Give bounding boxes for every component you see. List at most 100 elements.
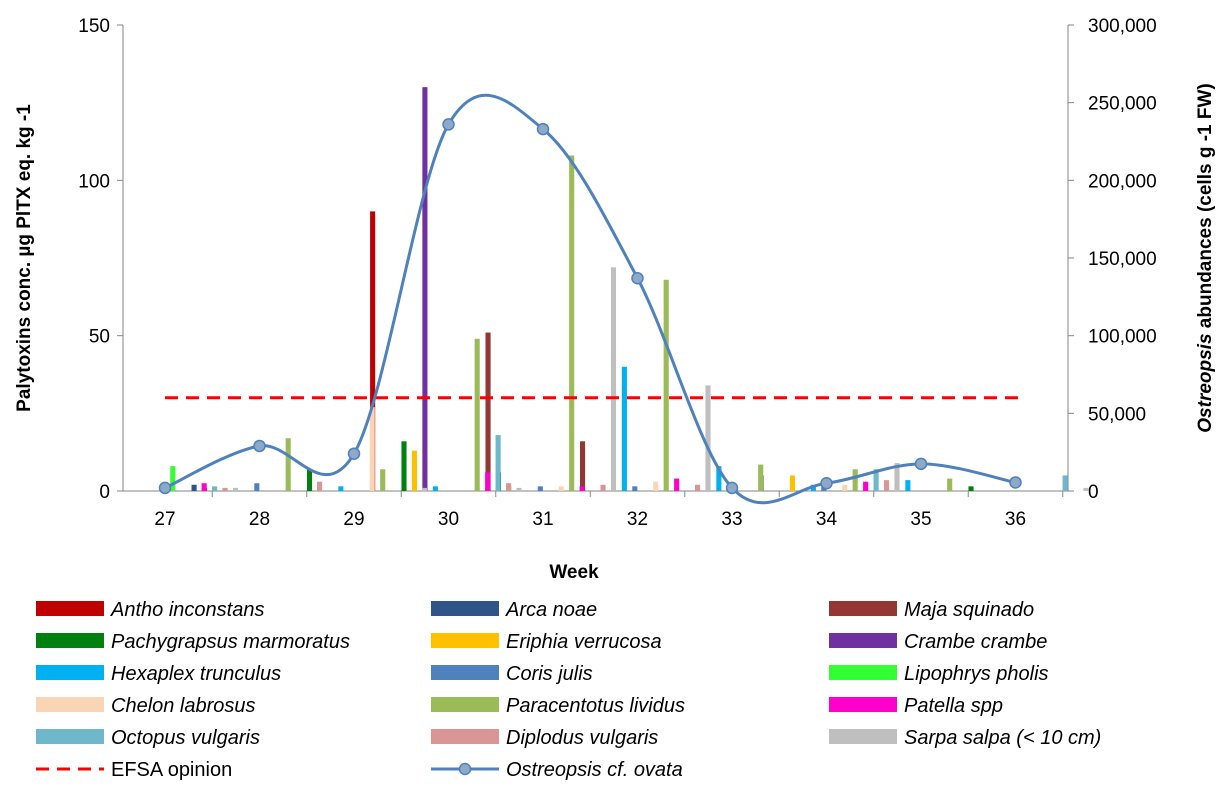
bar-10-1 [285, 438, 291, 491]
bar-12-7 [873, 469, 879, 491]
bar-11-7 [863, 481, 869, 491]
bar-7-5 [632, 486, 638, 491]
bar-13-5 [695, 484, 701, 491]
bar-9-5 [653, 481, 659, 491]
bar-10-2 [380, 469, 386, 491]
bars-group [170, 87, 1089, 492]
legend-label-3: Pachygrapsus marmoratus [111, 631, 350, 653]
legend-swatch-3 [36, 633, 104, 648]
bar-11-3 [485, 472, 491, 491]
bar-3-9 [968, 486, 974, 491]
legend-label-16: Ostreopsis cf. ovata [506, 759, 683, 781]
y-left-tick-label: 100 [78, 171, 110, 192]
bar-3-2 [306, 469, 313, 491]
x-tick-label: 32 [627, 509, 648, 530]
bar-5-3 [422, 87, 428, 491]
legend-label-10: Paracentotus lividus [506, 695, 685, 717]
ostreopsis-point-8 [914, 457, 928, 471]
bar-13-0 [222, 487, 228, 491]
bar-9-7 [842, 484, 848, 491]
legend-swatch-7 [431, 665, 499, 680]
legend-swatch-0 [36, 601, 104, 616]
ostreopsis-point-3 [442, 118, 455, 131]
legend-swatch-8 [829, 665, 897, 680]
bar-14-7 [894, 463, 900, 491]
bar-10-8 [947, 478, 953, 491]
bar-4-7 [789, 475, 796, 491]
bar-10-4 [569, 155, 575, 492]
x-tick-label: 36 [1005, 509, 1026, 530]
legend-group: Antho inconstans Arca noae Maja squinado Pa… [36, 599, 1101, 781]
legend-label-15: EFSA opinion [111, 759, 232, 781]
bar-3-3 [401, 441, 407, 491]
legend-label-4: Eriphia verrucosa [506, 631, 662, 653]
bar-14-5 [705, 385, 711, 491]
x-tick-label: 31 [532, 509, 553, 530]
ostreopsis-point-5 [631, 271, 644, 285]
bar-1-1 [191, 484, 197, 491]
y-right-axis-title-genus: Ostreopsis [1195, 333, 1216, 432]
x-tick-label: 34 [816, 509, 838, 530]
ostreopsis-curve [164, 93, 1016, 505]
axes-group: 0 50 100 150 0 50,000 100,000 150,000 200,000 250… [14, 16, 1216, 583]
legend-label-1: Arca noae [505, 599, 597, 621]
legend-swatch-9 [36, 697, 104, 712]
x-tick-label: 29 [343, 509, 364, 530]
bar-2-5 [579, 441, 586, 491]
ostreopsis-point-1 [253, 439, 266, 453]
bar-6-2 [338, 486, 344, 491]
x-tick-label: 30 [438, 509, 459, 530]
bar-14-2 [421, 487, 428, 491]
ostreopsis-point-0 [158, 481, 172, 495]
bar-10-3 [474, 338, 480, 491]
y-right-tick-label: 0 [1088, 482, 1099, 503]
y-left-tick-label: 0 [99, 482, 110, 503]
legend-swatch-5 [829, 633, 897, 648]
y-left-axis-title: Palytoxins conc. µg PlTX eq. kg -1 [14, 104, 35, 412]
legend-label-5: Crambe crambe [904, 631, 1047, 653]
bar-11-5 [674, 478, 680, 491]
bar-11-4 [579, 486, 585, 491]
y-right-tick-label: 250,000 [1088, 94, 1157, 115]
bar-14-4 [610, 267, 617, 491]
legend-swatch-4 [431, 633, 499, 648]
ostreopsis-point-9 [1009, 476, 1022, 489]
legend-label-0: Antho inconstans [110, 599, 264, 621]
bar-13-7 [884, 480, 890, 491]
legend-label-6: Hexaplex trunculus [111, 663, 281, 685]
x-tick-label: 33 [721, 509, 742, 530]
bar-10-6 [758, 464, 764, 491]
legend-label-13: Diplodus vulgaris [506, 727, 658, 749]
bar-9-4 [558, 486, 564, 491]
legend-label-9: Chelon labrosus [111, 695, 256, 717]
bar-12-3 [495, 435, 501, 491]
x-tick-label: 27 [154, 509, 175, 530]
y-left-tick-label: 50 [89, 327, 110, 348]
bar-7-4 [537, 486, 543, 491]
legend-label-8: Lipophrys pholis [904, 663, 1049, 685]
legend-label-14: Sarpa salpa (< 10 cm) [904, 727, 1101, 749]
bar-12-9 [1062, 475, 1068, 491]
bar-8-0 [170, 466, 176, 491]
y-right-tick-label: 200,000 [1088, 171, 1157, 192]
bar-11-0 [201, 483, 207, 491]
bar-10-7 [852, 469, 858, 491]
y-right-tick-label: 300,000 [1088, 16, 1157, 37]
bar-13-3 [506, 483, 512, 491]
x-axis-title: Week [549, 562, 599, 583]
legend-swatch-10 [431, 697, 499, 712]
bar-13-1 [317, 481, 323, 491]
bar-6-3 [432, 486, 438, 491]
abundance-curve-group [158, 93, 1022, 505]
legend-swatch-6 [36, 665, 104, 680]
legend-marker-16 [458, 762, 472, 776]
bar-13-4 [600, 484, 606, 491]
x-tick-label: 28 [249, 509, 270, 530]
y-right-tick-label: 100,000 [1088, 327, 1157, 348]
bar-6-8 [905, 480, 911, 491]
legend-swatch-1 [431, 601, 499, 616]
bar-4-3 [411, 450, 418, 491]
ostreopsis-point-7 [820, 476, 833, 490]
